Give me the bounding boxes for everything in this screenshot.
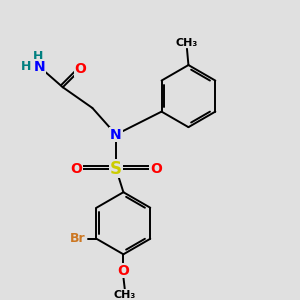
Text: Br: Br [70, 232, 85, 245]
Text: O: O [118, 264, 129, 278]
Text: CH₃: CH₃ [114, 290, 136, 300]
Text: O: O [70, 161, 82, 176]
Text: S: S [110, 160, 122, 178]
Text: N: N [33, 59, 45, 74]
Text: N: N [110, 128, 122, 142]
Text: O: O [150, 161, 162, 176]
Text: CH₃: CH₃ [176, 38, 198, 48]
Text: H: H [32, 50, 43, 63]
Text: H: H [21, 60, 31, 73]
Text: O: O [75, 62, 86, 76]
